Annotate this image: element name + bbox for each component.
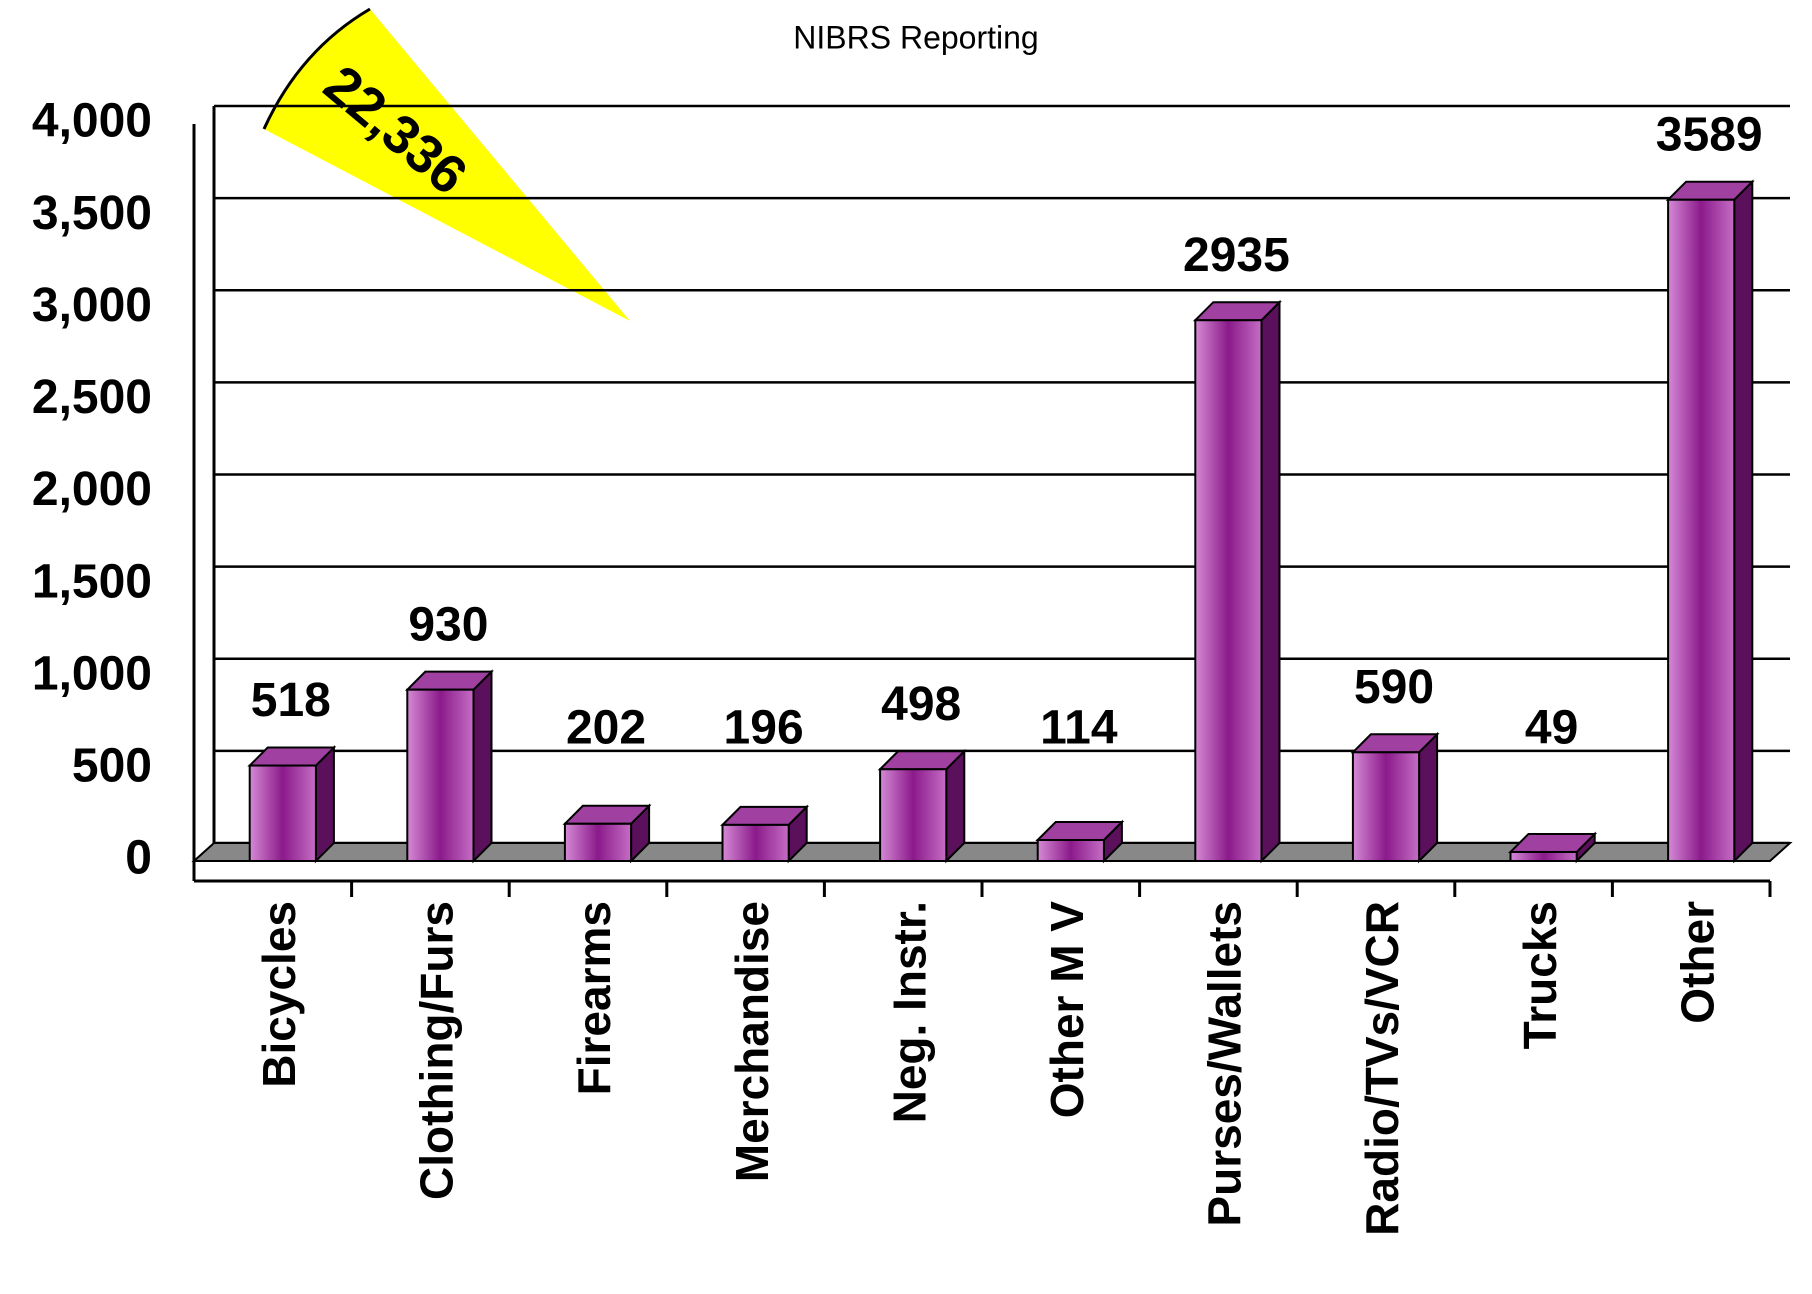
x-tick-label: Clothing/Furs [411, 901, 463, 1200]
value-label: 3589 [1656, 108, 1763, 161]
value-label: 49 [1525, 702, 1578, 755]
value-label: 114 [1040, 702, 1118, 755]
value-label: 202 [566, 702, 646, 755]
bar-side [1418, 731, 1439, 864]
y-tick-label: 2,500 [32, 371, 152, 424]
y-tick-label: 3,500 [32, 187, 152, 240]
bar-side [1733, 179, 1754, 864]
bar-side [1260, 299, 1281, 864]
bar-side [314, 745, 335, 864]
y-tick-label: 2,000 [32, 463, 152, 516]
value-label: 196 [724, 702, 804, 755]
chart-subtitle: NIBRS Reporting [793, 19, 1038, 55]
bar [879, 768, 948, 863]
value-label: 518 [251, 674, 331, 727]
x-tick-label: Firearms [568, 901, 620, 1095]
y-tick-label: 0 [125, 832, 152, 885]
bar [563, 822, 633, 862]
y-tick-label: 1,500 [32, 555, 152, 608]
x-tick-label: Radio/TVs/VCR [1356, 901, 1408, 1236]
y-tick-label: 4,000 [32, 95, 152, 148]
bar [1509, 850, 1578, 862]
bar [406, 688, 475, 863]
value-label: 498 [881, 678, 961, 731]
bar [1194, 319, 1263, 862]
x-tick-label: Other [1671, 901, 1723, 1024]
bar [1667, 198, 1736, 862]
x-tick-label: Other M V [1041, 901, 1093, 1119]
value-label: 590 [1354, 661, 1434, 714]
x-tick-label: Trucks [1514, 901, 1566, 1049]
y-tick-label: 1,000 [32, 647, 152, 700]
value-label: 930 [408, 598, 488, 651]
callout-wedge [264, 9, 630, 321]
bar [721, 823, 790, 863]
y-tick-label: 3,000 [32, 279, 152, 332]
y-tick-label: 500 [72, 740, 152, 793]
bar [1036, 838, 1105, 862]
x-tick-label: Merchandise [726, 901, 778, 1182]
x-tick-label: Bicycles [253, 901, 305, 1088]
callout-arc [262, 7, 371, 130]
bar-side [472, 669, 493, 864]
bar [1351, 751, 1421, 862]
bar [248, 764, 317, 862]
x-tick-label: Purses/Wallets [1199, 901, 1251, 1227]
x-tick-label: Neg. Instr. [883, 901, 935, 1123]
value-label: 2935 [1183, 229, 1290, 282]
